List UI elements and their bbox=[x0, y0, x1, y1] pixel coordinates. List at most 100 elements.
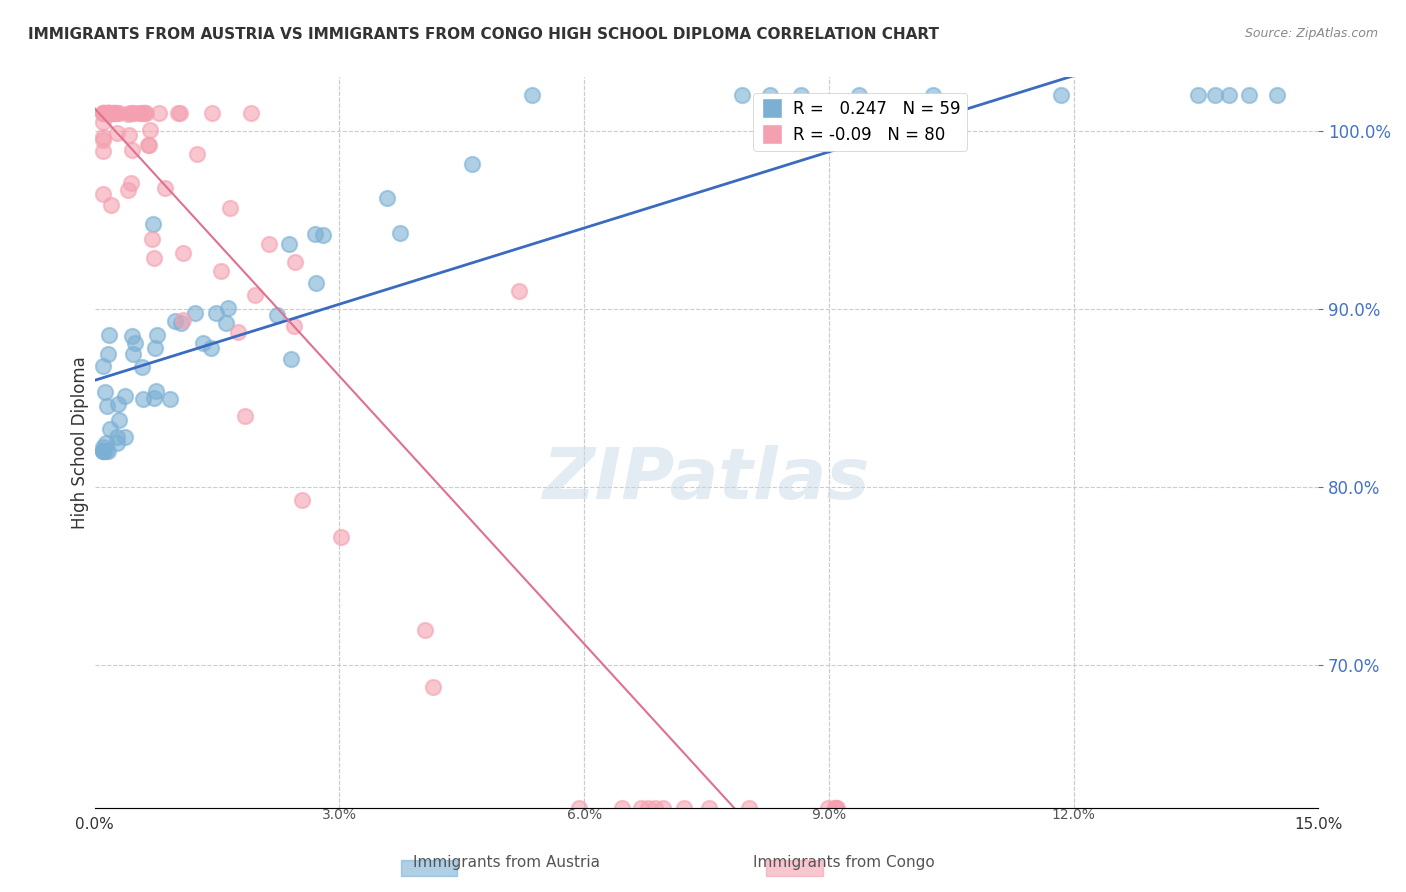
Immigrants from Austria bbox=[91, 359, 114, 374]
Immigrants from Austria bbox=[91, 440, 114, 454]
Immigrants from Austria bbox=[121, 347, 143, 361]
Immigrants from Austria bbox=[191, 335, 214, 350]
Immigrants from Congo bbox=[118, 128, 141, 142]
Immigrants from Congo bbox=[91, 144, 114, 158]
Immigrants from Austria bbox=[170, 316, 193, 330]
Immigrants from Congo bbox=[103, 106, 125, 120]
Immigrants from Congo bbox=[118, 106, 141, 120]
Immigrants from Congo bbox=[697, 800, 720, 814]
Immigrants from Congo bbox=[827, 800, 849, 814]
Text: Immigrants from Congo: Immigrants from Congo bbox=[752, 855, 935, 870]
Immigrants from Congo bbox=[121, 106, 143, 120]
Immigrants from Congo bbox=[630, 800, 652, 814]
Immigrants from Congo bbox=[124, 106, 146, 120]
Immigrants from Austria bbox=[377, 191, 399, 205]
Immigrants from Congo bbox=[568, 800, 591, 814]
Immigrants from Congo bbox=[117, 107, 139, 121]
Immigrants from Austria bbox=[132, 392, 155, 406]
Immigrants from Congo bbox=[129, 106, 152, 120]
Immigrants from Austria bbox=[143, 341, 166, 355]
Immigrants from Congo bbox=[101, 106, 124, 120]
Immigrants from Congo bbox=[817, 800, 839, 814]
Immigrants from Austria bbox=[522, 88, 544, 103]
Immigrants from Congo bbox=[186, 147, 208, 161]
Immigrants from Austria bbox=[1204, 88, 1226, 103]
Immigrants from Congo bbox=[172, 245, 194, 260]
Immigrants from Congo bbox=[245, 287, 267, 301]
Immigrants from Congo bbox=[107, 106, 129, 120]
Immigrants from Austria bbox=[204, 306, 226, 320]
Immigrants from Congo bbox=[673, 800, 696, 814]
Immigrants from Congo bbox=[239, 106, 262, 120]
Immigrants from Congo bbox=[143, 251, 166, 265]
Immigrants from Austria bbox=[131, 359, 153, 374]
Immigrants from Congo bbox=[637, 800, 659, 814]
Text: Source: ZipAtlas.com: Source: ZipAtlas.com bbox=[1244, 27, 1378, 40]
Immigrants from Congo bbox=[825, 800, 848, 814]
Immigrants from Austria bbox=[105, 430, 128, 444]
Immigrants from Congo bbox=[169, 106, 191, 120]
Immigrants from Congo bbox=[422, 680, 444, 694]
Immigrants from Congo bbox=[105, 106, 128, 120]
Immigrants from Congo bbox=[91, 130, 114, 145]
Immigrants from Congo bbox=[291, 492, 314, 507]
Immigrants from Austria bbox=[124, 335, 146, 350]
Immigrants from Austria bbox=[1267, 88, 1289, 103]
Immigrants from Austria bbox=[91, 444, 114, 458]
Immigrants from Congo bbox=[167, 106, 190, 120]
Immigrants from Congo bbox=[132, 106, 155, 120]
Immigrants from Congo bbox=[105, 127, 128, 141]
Immigrants from Congo bbox=[100, 197, 122, 211]
Immigrants from Austria bbox=[143, 391, 166, 405]
Immigrants from Congo bbox=[121, 143, 143, 157]
Immigrants from Congo bbox=[91, 106, 114, 120]
Immigrants from Congo bbox=[91, 133, 114, 147]
Immigrants from Congo bbox=[98, 106, 121, 120]
Immigrants from Austria bbox=[145, 328, 167, 343]
Immigrants from Congo bbox=[259, 236, 281, 251]
Immigrants from Austria bbox=[848, 88, 870, 103]
Immigrants from Austria bbox=[94, 444, 117, 458]
Immigrants from Austria bbox=[277, 236, 299, 251]
Immigrants from Congo bbox=[97, 106, 120, 120]
Immigrants from Congo bbox=[136, 138, 159, 153]
Immigrants from Congo bbox=[330, 529, 353, 543]
Immigrants from Congo bbox=[201, 106, 224, 120]
Immigrants from Congo bbox=[91, 106, 114, 120]
Immigrants from Austria bbox=[759, 88, 782, 103]
Text: 3.0%: 3.0% bbox=[322, 807, 357, 822]
Immigrants from Congo bbox=[824, 800, 846, 814]
Immigrants from Austria bbox=[200, 341, 222, 355]
Text: 9.0%: 9.0% bbox=[811, 807, 846, 822]
Immigrants from Austria bbox=[94, 436, 117, 450]
Immigrants from Austria bbox=[121, 328, 143, 343]
Immigrants from Austria bbox=[280, 351, 302, 366]
Immigrants from Austria bbox=[107, 413, 129, 427]
Immigrants from Congo bbox=[94, 106, 117, 120]
Immigrants from Austria bbox=[96, 399, 118, 413]
Immigrants from Congo bbox=[508, 284, 530, 298]
Immigrants from Congo bbox=[610, 800, 633, 814]
Immigrants from Congo bbox=[209, 264, 232, 278]
Immigrants from Congo bbox=[233, 409, 256, 424]
Immigrants from Congo bbox=[134, 106, 156, 120]
Immigrants from Austria bbox=[1237, 88, 1260, 103]
Immigrants from Congo bbox=[91, 106, 114, 120]
Immigrants from Austria bbox=[114, 430, 136, 444]
Immigrants from Congo bbox=[103, 106, 125, 120]
Immigrants from Congo bbox=[91, 186, 114, 201]
Text: Immigrants from Austria: Immigrants from Austria bbox=[412, 855, 600, 870]
Immigrants from Austria bbox=[461, 157, 484, 171]
Text: IMMIGRANTS FROM AUSTRIA VS IMMIGRANTS FROM CONGO HIGH SCHOOL DIPLOMA CORRELATION: IMMIGRANTS FROM AUSTRIA VS IMMIGRANTS FR… bbox=[28, 27, 939, 42]
Immigrants from Austria bbox=[1187, 88, 1209, 103]
Text: 6.0%: 6.0% bbox=[567, 807, 602, 822]
Immigrants from Congo bbox=[652, 800, 675, 814]
Immigrants from Congo bbox=[413, 623, 436, 637]
Immigrants from Congo bbox=[120, 176, 142, 190]
Immigrants from Congo bbox=[138, 138, 160, 153]
Legend: R =   0.247   N = 59, R = -0.09   N = 80: R = 0.247 N = 59, R = -0.09 N = 80 bbox=[754, 93, 967, 151]
Immigrants from Congo bbox=[172, 313, 194, 327]
Immigrants from Congo bbox=[91, 115, 114, 129]
Immigrants from Congo bbox=[104, 106, 127, 120]
Immigrants from Austria bbox=[142, 218, 165, 232]
